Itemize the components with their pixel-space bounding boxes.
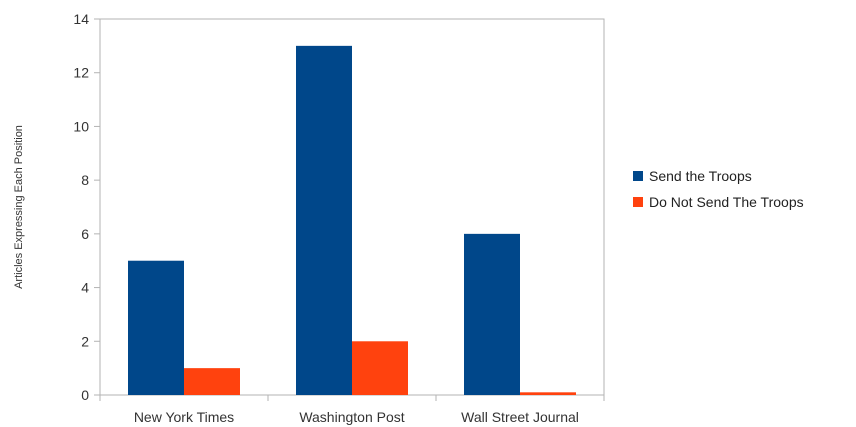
y-tick-label: 8 (81, 172, 89, 188)
y-tick-label: 12 (73, 65, 89, 81)
bars (128, 45, 576, 395)
x-axis: New York Times Washington Post Wall Street… (99, 395, 605, 425)
y-axis: 0 2 4 6 8 10 12 14 (73, 11, 100, 403)
legend-label-do-not-send-the-troops: Do Not Send The Troops (649, 194, 804, 210)
legend: Send the Troops Do Not Send The Troops (633, 168, 804, 210)
bar (296, 45, 352, 395)
x-tick-label: New York Times (134, 409, 234, 425)
y-tick-label: 2 (81, 333, 89, 349)
y-axis-title: Articles Expressing Each Position (13, 125, 25, 289)
bar (520, 392, 576, 395)
y-tick-label: 14 (73, 11, 89, 27)
y-tick-label: 10 (73, 118, 89, 134)
bar (464, 233, 520, 395)
y-tick-label: 6 (81, 226, 89, 242)
bar (128, 260, 184, 395)
y-tick-label: 0 (81, 387, 89, 403)
bar (184, 368, 240, 395)
legend-swatch-do-not-send-the-troops (633, 197, 643, 207)
legend-label-send-the-troops: Send the Troops (649, 168, 752, 184)
x-tick-label: Washington Post (299, 409, 404, 425)
bar (352, 341, 408, 395)
legend-swatch-send-the-troops (633, 171, 643, 181)
y-tick-label: 4 (81, 280, 89, 296)
x-tick-label: Wall Street Journal (461, 409, 579, 425)
